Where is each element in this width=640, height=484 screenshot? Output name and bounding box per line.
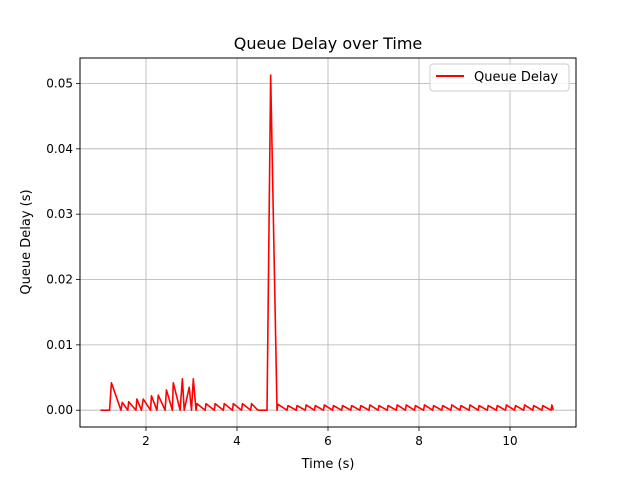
y-tick-label: 0.00 (46, 403, 73, 417)
x-tick-label: 8 (415, 434, 423, 448)
y-axis-ticks: 0.00 0.01 0.02 0.03 0.04 0.05 (46, 76, 80, 417)
y-tick-label: 0.05 (46, 76, 73, 90)
x-tick-label: 6 (324, 434, 332, 448)
x-axis-ticks: 2 4 6 8 10 (142, 427, 518, 448)
legend: Queue Delay (429, 63, 570, 92)
series-line-queue-delay (100, 74, 555, 412)
x-tick-label: 4 (233, 434, 241, 448)
chart-title: Queue Delay over Time (234, 34, 423, 53)
y-tick-label: 0.04 (46, 142, 73, 156)
x-tick-label: 10 (502, 434, 517, 448)
y-tick-label: 0.01 (46, 338, 73, 352)
legend-box (429, 63, 570, 92)
legend-label-queue-delay: Queue Delay (474, 70, 558, 85)
series-layer (100, 74, 555, 412)
x-axis-label: Time (s) (301, 457, 355, 472)
y-tick-label: 0.02 (46, 273, 73, 287)
x-tick-label: 2 (142, 434, 150, 448)
y-axis-label: Queue Delay (s) (19, 189, 34, 294)
y-tick-label: 0.03 (46, 207, 73, 221)
